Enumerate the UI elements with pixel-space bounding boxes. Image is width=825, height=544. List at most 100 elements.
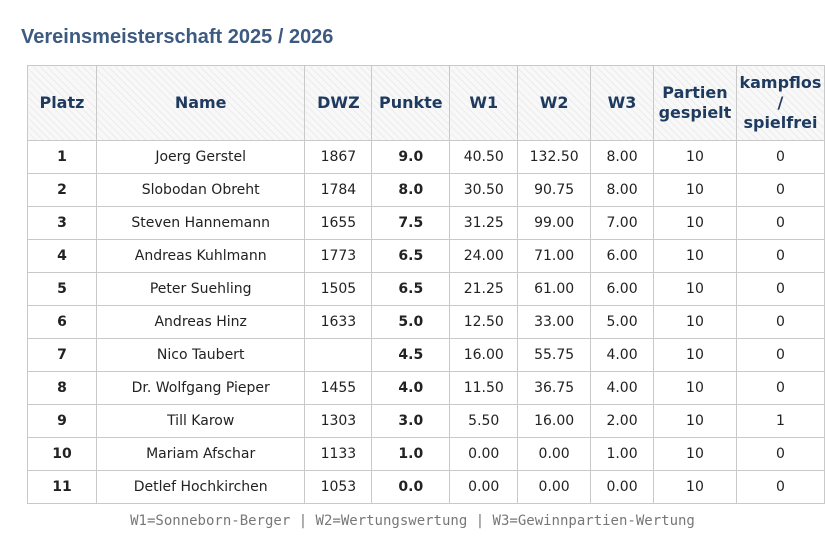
header-partien-gespielt: Partien gespielt: [652, 65, 737, 141]
header-name: Name: [95, 65, 306, 141]
dwz-cell: 1133: [304, 437, 373, 471]
punkte-cell: 1.0: [371, 437, 451, 471]
kampflos-cell: 0: [735, 470, 825, 504]
header-kampflos-line-2: /: [777, 93, 784, 112]
w2-cell: 71.00: [517, 239, 592, 273]
header-kampflos-line-3: spielfrei: [743, 113, 818, 132]
w3-cell: 6.00: [590, 239, 654, 273]
punkte-cell: 0.0: [371, 470, 451, 504]
w2-cell: 36.75: [517, 371, 592, 405]
legend-footer: W1=Sonneborn-Berger | W2=Wertungswertung…: [130, 513, 695, 529]
w3-cell: 1.00: [590, 437, 654, 471]
dwz-cell: 1784: [304, 173, 373, 207]
w1-cell: 40.50: [449, 140, 519, 174]
platz-cell: 9: [27, 404, 97, 438]
kampflos-cell: 0: [735, 437, 825, 471]
w1-cell: 21.25: [449, 272, 519, 306]
dwz-cell: 1655: [304, 206, 373, 240]
w1-cell: 30.50: [449, 173, 519, 207]
table-row: 2 Slobodan Obreht 1784 8.0 30.50 90.75 8.00 10 0: [27, 173, 825, 207]
table-row: 1 Joerg Gerstel 1867 9.0 40.50 132.50 8.00 10 0: [27, 140, 825, 174]
kampflos-cell: 0: [735, 173, 825, 207]
platz-cell: 6: [27, 305, 97, 339]
table-row: 6 Andreas Hinz 1633 5.0 12.50 33.00 5.00 10 0: [27, 305, 825, 339]
header-kampflos-line-1: kampflos: [739, 73, 822, 92]
w3-cell: 5.00: [590, 305, 654, 339]
kampflos-cell: 0: [735, 140, 825, 174]
platz-cell: 4: [27, 239, 97, 273]
header-partien-line-2: gespielt: [658, 103, 732, 122]
w2-cell: 90.75: [517, 173, 592, 207]
dwz-cell: 1773: [304, 239, 373, 273]
punkte-cell: 4.0: [371, 371, 451, 405]
w1-cell: 11.50: [449, 371, 519, 405]
partien-cell: 10: [652, 404, 737, 438]
w2-cell: 132.50: [517, 140, 592, 174]
platz-cell: 3: [27, 206, 97, 240]
dwz-cell: 1303: [304, 404, 373, 438]
table-row: 8 Dr. Wolfgang Pieper 1455 4.0 11.50 36.75 4.0…: [27, 371, 825, 405]
platz-cell: 2: [27, 173, 97, 207]
w2-cell: 61.00: [517, 272, 592, 306]
partien-cell: 10: [652, 305, 737, 339]
partien-cell: 10: [652, 437, 737, 471]
page-title: Vereinsmeisterschaft 2025 / 2026: [21, 26, 334, 48]
w1-cell: 0.00: [449, 437, 519, 471]
w2-cell: 99.00: [517, 206, 592, 240]
dwz-cell: 1455: [304, 371, 373, 405]
kampflos-cell: 1: [735, 404, 825, 438]
table-row: 3 Steven Hannemann 1655 7.5 31.25 99.00 7.00 10…: [27, 206, 825, 240]
name-cell: Dr. Wolfgang Pieper: [95, 371, 306, 405]
partien-cell: 10: [652, 239, 737, 273]
punkte-cell: 3.0: [371, 404, 451, 438]
header-w1: W1: [449, 65, 519, 141]
header-platz: Platz: [27, 65, 97, 141]
w3-cell: 4.00: [590, 371, 654, 405]
partien-cell: 10: [652, 173, 737, 207]
name-cell: Andreas Kuhlmann: [95, 239, 306, 273]
punkte-cell: 6.5: [371, 272, 451, 306]
header-partien-line-1: Partien: [662, 83, 728, 102]
name-cell: Andreas Hinz: [95, 305, 306, 339]
kampflos-cell: 0: [735, 338, 825, 372]
header-punkte: Punkte: [371, 65, 451, 141]
w1-cell: 31.25: [449, 206, 519, 240]
table-header: Platz Name DWZ Punkte W1 W2 W3 Partien g…: [27, 65, 825, 141]
partien-cell: 10: [652, 206, 737, 240]
header-kampflos-spielfrei: kampflos / spielfrei: [735, 65, 825, 141]
name-cell: Mariam Afschar: [95, 437, 306, 471]
partien-cell: 10: [652, 272, 737, 306]
w2-cell: 55.75: [517, 338, 592, 372]
dwz-cell: 1633: [304, 305, 373, 339]
dwz-cell: 1505: [304, 272, 373, 306]
table-row: 9 Till Karow 1303 3.0 5.50 16.00 2.00 10 1: [27, 404, 825, 438]
w1-cell: 5.50: [449, 404, 519, 438]
punkte-cell: 8.0: [371, 173, 451, 207]
platz-cell: 11: [27, 470, 97, 504]
name-cell: Till Karow: [95, 404, 306, 438]
w3-cell: 4.00: [590, 338, 654, 372]
name-cell: Joerg Gerstel: [95, 140, 306, 174]
partien-cell: 10: [652, 140, 737, 174]
partien-cell: 10: [652, 338, 737, 372]
w2-cell: 0.00: [517, 437, 592, 471]
name-cell: Detlef Hochkirchen: [95, 470, 306, 504]
platz-cell: 5: [27, 272, 97, 306]
name-cell: Nico Taubert: [95, 338, 306, 372]
w1-cell: 12.50: [449, 305, 519, 339]
w3-cell: 0.00: [590, 470, 654, 504]
kampflos-cell: 0: [735, 371, 825, 405]
partien-cell: 10: [652, 470, 737, 504]
w1-cell: 0.00: [449, 470, 519, 504]
w3-cell: 6.00: [590, 272, 654, 306]
platz-cell: 10: [27, 437, 97, 471]
kampflos-cell: 0: [735, 239, 825, 273]
table-body: 1 Joerg Gerstel 1867 9.0 40.50 132.50 8.00 10 0 2…: [27, 140, 825, 504]
w3-cell: 2.00: [590, 404, 654, 438]
w2-cell: 0.00: [517, 470, 592, 504]
kampflos-cell: 0: [735, 305, 825, 339]
punkte-cell: 9.0: [371, 140, 451, 174]
name-cell: Slobodan Obreht: [95, 173, 306, 207]
partien-cell: 10: [652, 371, 737, 405]
w3-cell: 7.00: [590, 206, 654, 240]
